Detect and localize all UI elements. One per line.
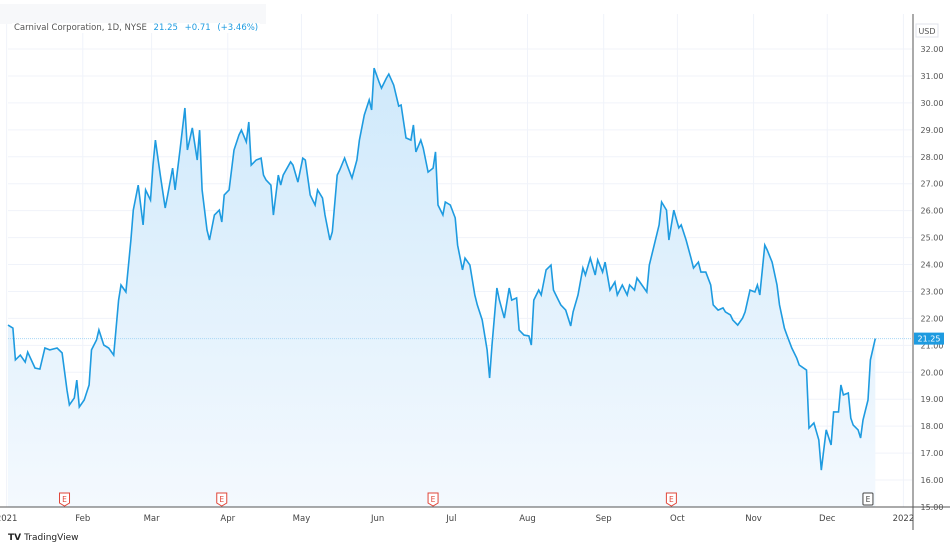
x-tick-label: Mar bbox=[144, 514, 161, 524]
currency-text: USD bbox=[918, 27, 935, 36]
earnings-label: E bbox=[669, 495, 674, 504]
last-price-badge bbox=[914, 332, 944, 345]
y-tick-label: 31.00 bbox=[921, 72, 944, 81]
y-tick-label: 25.00 bbox=[921, 234, 944, 243]
x-tick-label: Jul bbox=[445, 514, 456, 524]
price-line bbox=[7, 67, 877, 471]
last-price: 21.25 bbox=[153, 23, 178, 33]
earnings-flag-icon bbox=[427, 492, 439, 507]
y-tick-label: 20.00 bbox=[921, 368, 944, 377]
earnings-marker[interactable]: E bbox=[427, 492, 439, 507]
y-tick-label: 27.00 bbox=[921, 180, 944, 189]
x-tick-label: 2022 bbox=[893, 514, 915, 524]
last-price-badge-text: 21.25 bbox=[918, 335, 941, 344]
earnings-flag-icon bbox=[59, 492, 71, 507]
earnings-label: E bbox=[431, 495, 436, 504]
x-tick-label: Jun bbox=[370, 514, 384, 524]
earnings-flag-icon bbox=[216, 492, 228, 507]
currency-label: USD bbox=[915, 23, 939, 38]
tradingview-logo[interactable]: TV TradingView bbox=[8, 533, 79, 543]
y-tick-label: 28.00 bbox=[921, 153, 944, 162]
earnings-label: E bbox=[62, 495, 67, 504]
y-tick-label: 29.00 bbox=[921, 126, 944, 135]
x-tick-label: Nov bbox=[745, 514, 762, 524]
y-tick-label: 19.00 bbox=[921, 395, 944, 404]
y-tick-label: 26.00 bbox=[921, 207, 944, 216]
last-price-label: 21.25 bbox=[914, 332, 944, 345]
earnings-flag-icon bbox=[862, 492, 874, 506]
y-tick-label: 21.00 bbox=[921, 341, 944, 350]
x-tick-label: Sep bbox=[596, 514, 612, 524]
x-tick-label: Dec bbox=[819, 514, 836, 524]
y-tick-label: 16.00 bbox=[921, 476, 944, 485]
earnings-marker[interactable]: E bbox=[216, 492, 228, 507]
y-tick-label: 30.00 bbox=[921, 99, 944, 108]
earnings-marker[interactable]: E bbox=[665, 492, 677, 507]
y-tick-label: 17.00 bbox=[921, 449, 944, 458]
earnings-marker[interactable]: E bbox=[59, 492, 71, 507]
y-tick-label: 32.00 bbox=[921, 45, 944, 54]
earnings-flag-icon bbox=[665, 492, 677, 507]
x-tick-label: Aug bbox=[519, 514, 536, 524]
x-tick-label: Feb bbox=[75, 514, 90, 524]
x-tick-label: Apr bbox=[220, 514, 235, 524]
symbol-title: Carnival Corporation, 1D, NYSE bbox=[14, 23, 147, 33]
price-change: +0.71 bbox=[184, 23, 211, 33]
price-area-fill bbox=[8, 68, 876, 507]
earnings-label: E bbox=[219, 495, 224, 504]
x-tick-label: May bbox=[293, 514, 311, 524]
x-tick-label: 2021 bbox=[0, 514, 17, 524]
earnings-label: E bbox=[866, 495, 871, 504]
price-change-percent: (+3.46%) bbox=[217, 23, 259, 33]
price-axis[interactable]: 15.0016.0017.0018.0019.0020.0021.0022.00… bbox=[912, 14, 944, 530]
symbol-legend[interactable]: Carnival Corporation, 1D, NYSE 21.25 +0.… bbox=[12, 23, 261, 33]
brand-name: TradingView bbox=[24, 533, 79, 543]
y-tick-label: 23.00 bbox=[921, 287, 944, 296]
y-tick-label: 18.00 bbox=[921, 422, 944, 431]
tv-logo-icon: TV bbox=[8, 533, 22, 543]
earnings-marker[interactable]: E bbox=[862, 492, 874, 506]
x-tick-label: Oct bbox=[670, 514, 685, 524]
legend-background bbox=[0, 4, 266, 24]
y-tick-label: 22.00 bbox=[921, 314, 944, 323]
y-tick-label: 24.00 bbox=[921, 261, 944, 270]
time-axis[interactable]: 2021 Feb Mar Apr May Jun Jul Aug Sep Oct Nov Dec 202… bbox=[0, 506, 950, 524]
